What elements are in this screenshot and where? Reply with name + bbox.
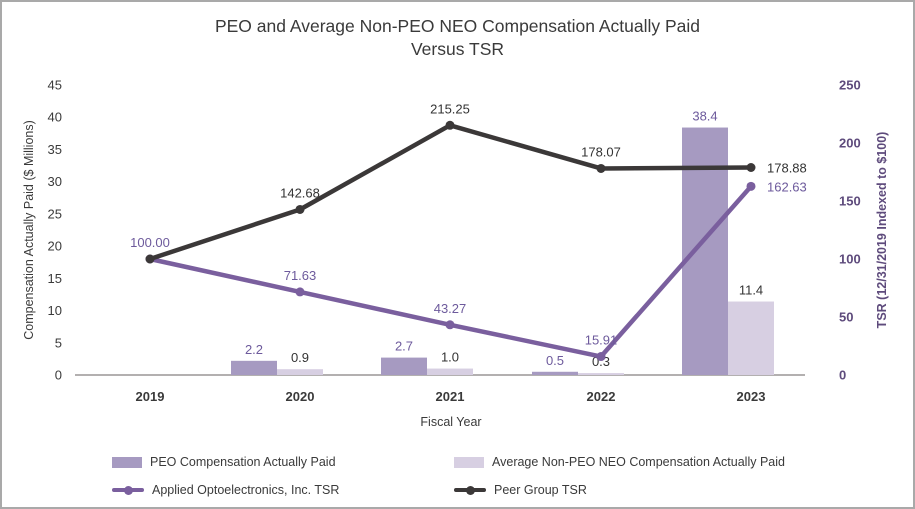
line-label-peer-2023: 178.88 [767,160,807,175]
line-aaoi [149,184,753,359]
point-aaoi-2020 [295,287,305,297]
bar-peo-2023 [682,127,728,376]
x-axis: 2019 2020 2021 2022 2023 Fiscal Year [136,389,766,429]
bar-label-neo-2021: 1.0 [441,350,459,365]
line-label-peer-2022: 178.07 [581,144,621,159]
line-peer [149,123,752,262]
bar-peo-2020 [231,360,277,375]
right-axis-tick-label: 100 [839,252,861,267]
line-label-aaoi-2021: 43.27 [434,301,467,316]
bar-neo-2021 [427,368,473,375]
point-peer-2020 [295,204,305,214]
left-axis-tick-label: 10 [48,303,62,318]
legend-item-neo-bar: Average Non-PEO NEO Compensation Actuall… [454,454,785,470]
point-peer-2022 [596,163,606,173]
bar-label-peo-2020: 2.2 [245,342,263,357]
line-label-peer-2020: 142.68 [280,185,320,200]
line-label-aaoi-2020: 71.63 [284,268,317,283]
point-peer-2023 [746,162,756,172]
chart-canvas: 0 5 10 15 20 25 30 35 40 45 Compensation Actually … [22,78,889,430]
line-label-aaoi-2019: 100.00 [130,235,170,250]
bar-label-neo-2020: 0.9 [291,350,309,365]
left-axis-tick-label: 25 [48,206,62,221]
bar-neo-2022 [578,373,624,375]
right-axis-tick-label: 0 [839,368,846,383]
bar-label-neo-2023: 11.4 [739,283,763,298]
legend-swatch-neo-icon [454,456,484,468]
bar-label-peo-2021: 2.7 [395,339,413,354]
point-aaoi-2022 [596,352,606,362]
bar-peo-2021 [381,357,427,375]
legend-label-neo-bar: Average Non-PEO NEO Compensation Actuall… [492,455,785,469]
line-label-aaoi-2023: 162.63 [767,179,807,194]
right-axis: 0 50 100 150 200 250 TSR (12/31/2019 Indexed t… [839,78,889,383]
bar-neo-2023 [728,301,774,375]
x-category-label: 2019 [136,389,165,404]
line-series-aaoi: 100.00 71.63 43.27 15.91 162.63 [130,179,807,362]
right-axis-tick-label: 200 [839,136,861,151]
line-series-peer: 142.68 215.25 178.07 178.88 [145,101,807,264]
left-axis: 0 5 10 15 20 25 30 35 40 45 Compensation Actually … [22,78,62,383]
left-axis-title: Compensation Actually Paid ($ Millions) [22,120,36,340]
x-category-label: 2022 [587,389,616,404]
left-axis-tick-label: 15 [48,271,62,286]
legend-line-marker-aaoi-icon [112,485,144,495]
left-axis-tick-label: 0 [55,368,62,383]
left-axis-tick-label: 5 [55,335,62,350]
chart-title: PEO and Average Non-PEO NEO Compensation… [2,15,913,61]
x-category-label: 2020 [286,389,315,404]
legend-label-aaoi-tsr: Applied Optoelectronics, Inc. TSR [152,483,340,497]
point-peer-2021 [445,120,455,130]
x-category-label: 2023 [737,389,766,404]
legend-item-peer-tsr: Peer Group TSR [454,482,587,498]
bar-peo-2022 [532,371,578,375]
legend-label-peer-tsr: Peer Group TSR [494,483,587,497]
x-axis-title: Fiscal Year [420,415,481,429]
legend-item-aaoi-tsr: Applied Optoelectronics, Inc. TSR [112,482,339,498]
point-aaoi-2021 [445,320,455,330]
legend-item-peo-bar: PEO Compensation Actually Paid [112,454,336,470]
left-axis-tick-label: 45 [48,78,62,93]
bar-neo-2020 [277,369,323,375]
left-axis-tick-label: 20 [48,239,62,254]
point-aaoi-2023 [746,181,756,191]
line-label-aaoi-2022: 15.91 [585,333,618,348]
left-axis-tick-label: 35 [48,142,62,157]
right-axis-tick-label: 50 [839,310,853,325]
legend-label-peo-bar: PEO Compensation Actually Paid [150,455,336,469]
left-axis-tick-label: 30 [48,174,62,189]
legend-line-marker-peer-icon [454,485,486,495]
right-axis-tick-label: 250 [839,78,861,93]
bar-label-peo-2023: 38.4 [692,109,717,124]
legend-swatch-peo-icon [112,456,142,468]
chart-title-line2: Versus TSR [410,39,505,59]
right-axis-title: TSR (12/31/2019 Indexed to $100) [875,132,889,329]
bar-label-peo-2022: 0.5 [546,353,564,368]
right-axis-tick-label: 150 [839,194,861,209]
point-peer-2019 [145,254,155,264]
line-label-peer-2021: 215.25 [430,101,470,116]
x-category-label: 2021 [436,389,465,404]
left-axis-tick-label: 40 [48,110,62,125]
chart-title-line1: PEO and Average Non-PEO NEO Compensation… [214,16,701,36]
